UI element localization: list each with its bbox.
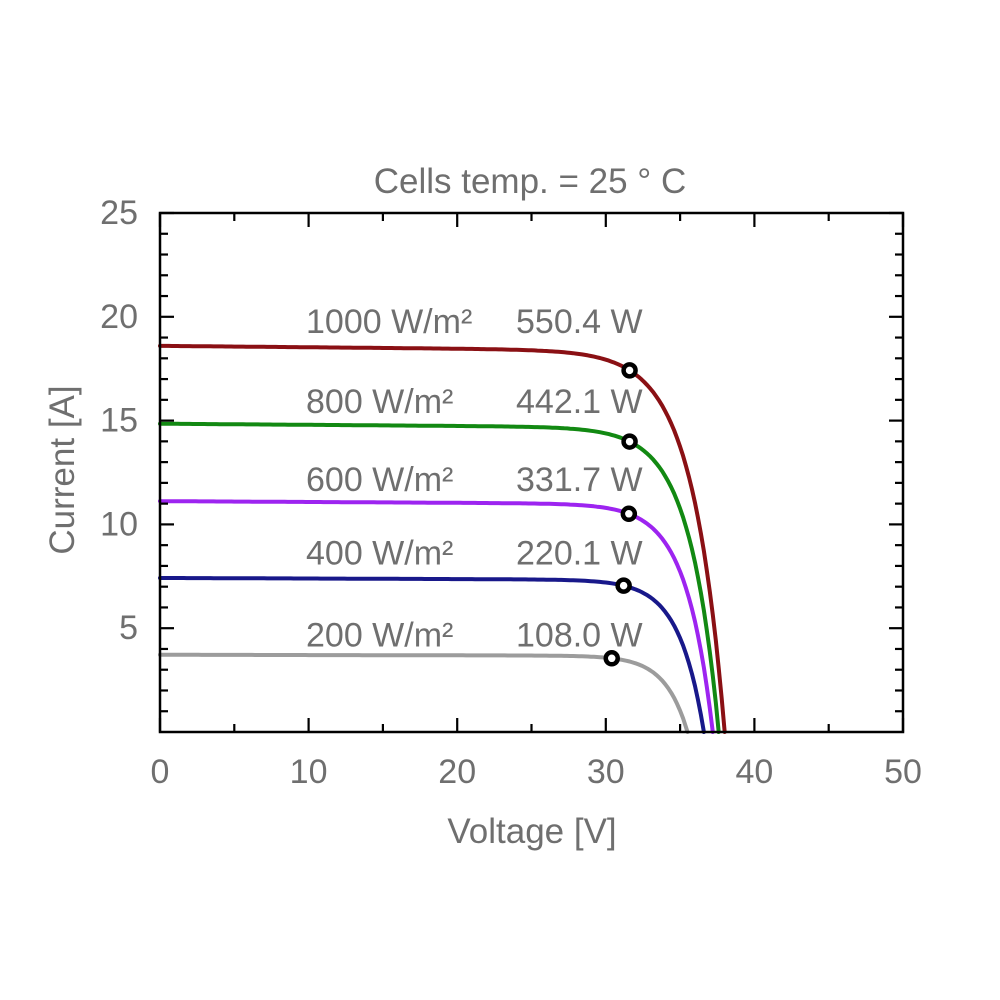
- x-tick-label: 20: [438, 753, 476, 791]
- mpp-marker-irradiance-800: [621, 433, 638, 450]
- x-tick-label: 50: [884, 753, 922, 791]
- y-tick-label: 5: [119, 609, 138, 647]
- irradiance-label-irradiance-400: 400 W/m²: [306, 534, 453, 572]
- irradiance-label-irradiance-600: 600 W/m²: [306, 461, 453, 499]
- power-label-irradiance-800: 442.1 W: [516, 383, 643, 421]
- x-tick-label: 30: [587, 753, 625, 791]
- power-label-irradiance-600: 331.7 W: [516, 461, 643, 499]
- y-tick-label: 20: [100, 298, 138, 336]
- iv-curve-irradiance-400: [158, 576, 706, 734]
- y-tick-label: 15: [100, 402, 138, 440]
- y-tick-label: 10: [100, 505, 138, 543]
- x-tick-label: 0: [151, 753, 170, 791]
- x-tick-label: 10: [290, 753, 328, 791]
- irradiance-label-irradiance-200: 200 W/m²: [306, 616, 453, 654]
- iv-curve-irradiance-600: [158, 499, 715, 734]
- mpp-marker-irradiance-1000: [621, 362, 638, 379]
- x-tick-label: 40: [735, 753, 773, 791]
- y-tick-label: 25: [100, 194, 138, 232]
- mpp-marker-irradiance-400: [615, 577, 632, 594]
- power-label-irradiance-1000: 550.4 W: [516, 303, 643, 341]
- irradiance-label-irradiance-1000: 1000 W/m²: [306, 303, 472, 341]
- irradiance-label-irradiance-800: 800 W/m²: [306, 383, 453, 421]
- mpp-marker-irradiance-200: [603, 650, 620, 667]
- power-label-irradiance-200: 108.0 W: [516, 616, 643, 654]
- chart-title: Cells temp. = 25 ° C: [373, 162, 687, 201]
- x-axis-label: Voltage [V]: [447, 812, 617, 851]
- iv-curve-irradiance-200: [158, 652, 690, 734]
- mpp-marker-irradiance-600: [620, 505, 638, 523]
- power-label-irradiance-400: 220.1 W: [516, 534, 643, 572]
